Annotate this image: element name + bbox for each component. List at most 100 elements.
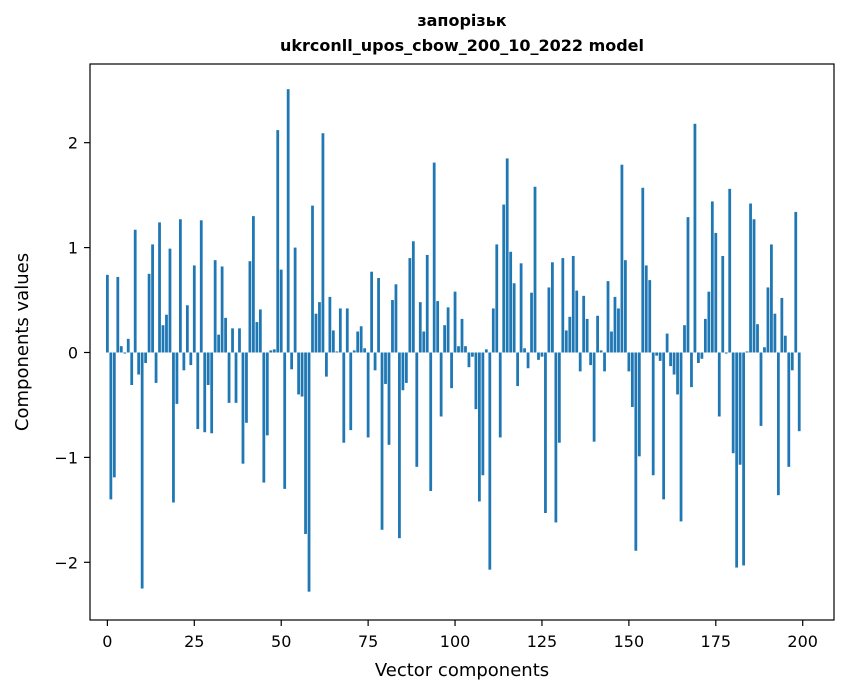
bar-193 xyxy=(776,352,780,496)
bar-31 xyxy=(213,260,217,353)
bar-38 xyxy=(238,328,241,353)
bar-22 xyxy=(182,352,186,371)
bar-62 xyxy=(321,133,325,353)
bar-43 xyxy=(255,322,259,353)
bar-176 xyxy=(717,352,721,417)
bar-123 xyxy=(533,186,537,353)
bar-3 xyxy=(116,276,120,353)
bar-85 xyxy=(401,352,405,391)
x-tick-label-1: 25 xyxy=(184,632,204,651)
bar-26 xyxy=(196,352,200,430)
y-tick-label-1: −1 xyxy=(54,448,78,467)
bar-90 xyxy=(418,302,422,353)
x-tick-label-4: 100 xyxy=(440,632,471,651)
bar-84 xyxy=(398,352,401,539)
bar-183 xyxy=(742,352,745,566)
bar-103 xyxy=(464,346,467,353)
bar-191 xyxy=(770,244,773,353)
bar-73 xyxy=(359,326,363,353)
bar-66 xyxy=(335,351,339,353)
bar-14 xyxy=(154,352,158,383)
bar-11 xyxy=(144,352,148,363)
bar-138 xyxy=(585,318,589,353)
bar-67 xyxy=(338,308,342,353)
bar-140 xyxy=(592,352,596,442)
bar-128 xyxy=(551,262,554,353)
bar-55 xyxy=(297,352,300,395)
bar-187 xyxy=(756,324,759,353)
bar-64 xyxy=(328,296,332,353)
bar-10 xyxy=(140,352,144,589)
bar-37 xyxy=(234,352,238,403)
bar-33 xyxy=(220,266,224,353)
bar-98 xyxy=(446,307,450,353)
bar-104 xyxy=(467,352,471,368)
bar-171 xyxy=(700,352,704,359)
bar-136 xyxy=(578,352,582,372)
bar-16 xyxy=(161,325,165,353)
bar-34 xyxy=(224,317,227,353)
bar-189 xyxy=(763,347,766,353)
bar-87 xyxy=(408,258,412,353)
bar-113 xyxy=(498,352,502,438)
bar-36 xyxy=(231,328,234,353)
bar-127 xyxy=(547,287,551,353)
bar-82 xyxy=(391,300,394,353)
x-tick-label-2: 50 xyxy=(271,632,291,651)
bar-27 xyxy=(199,220,203,353)
bar-13 xyxy=(151,244,154,353)
bar-61 xyxy=(318,302,321,353)
bar-111 xyxy=(491,308,495,353)
bar-53 xyxy=(290,352,294,370)
bar-168 xyxy=(690,352,693,388)
bar-167 xyxy=(686,217,690,353)
bar-195 xyxy=(783,335,787,353)
bar-137 xyxy=(582,295,586,353)
bar-105 xyxy=(471,352,474,357)
bar-5 xyxy=(123,352,127,354)
bar-161 xyxy=(665,333,669,353)
bar-4 xyxy=(119,346,123,353)
bar-6 xyxy=(126,338,130,353)
bar-49 xyxy=(276,130,280,353)
bar-157 xyxy=(651,352,655,476)
bar-100 xyxy=(453,291,457,353)
x-tick-label-5: 125 xyxy=(527,632,558,651)
bar-71 xyxy=(352,350,356,353)
x-tick-label-0: 0 xyxy=(102,632,112,651)
bar-91 xyxy=(422,331,426,353)
bar-196 xyxy=(787,352,791,467)
bar-179 xyxy=(728,188,732,353)
bar-88 xyxy=(411,241,415,353)
bar-18 xyxy=(168,248,172,353)
bar-45 xyxy=(262,352,266,483)
bar-112 xyxy=(495,244,499,353)
bar-8 xyxy=(133,229,137,353)
bar-101 xyxy=(457,346,460,353)
bar-146 xyxy=(613,296,617,353)
bar-114 xyxy=(502,204,506,353)
bar-69 xyxy=(345,308,349,353)
bar-172 xyxy=(703,318,707,353)
bar-152 xyxy=(634,352,638,551)
bar-1 xyxy=(109,352,113,500)
bar-20 xyxy=(175,352,179,404)
bar-180 xyxy=(731,352,735,454)
bar-124 xyxy=(537,352,540,360)
bar-194 xyxy=(780,297,784,353)
bar-134 xyxy=(571,255,575,353)
bar-17 xyxy=(165,314,168,353)
bar-74 xyxy=(363,348,367,353)
bar-110 xyxy=(488,352,492,570)
bar-83 xyxy=(394,284,398,353)
bar-77 xyxy=(373,352,377,371)
bar-186 xyxy=(752,219,756,353)
plot-frame xyxy=(89,63,835,621)
bar-106 xyxy=(474,352,478,410)
bar-19 xyxy=(172,352,175,503)
bar-129 xyxy=(554,352,558,523)
bar-15 xyxy=(158,222,161,353)
x-tick-label-8: 200 xyxy=(787,632,818,651)
bar-184 xyxy=(745,351,749,353)
bar-95 xyxy=(436,301,440,353)
